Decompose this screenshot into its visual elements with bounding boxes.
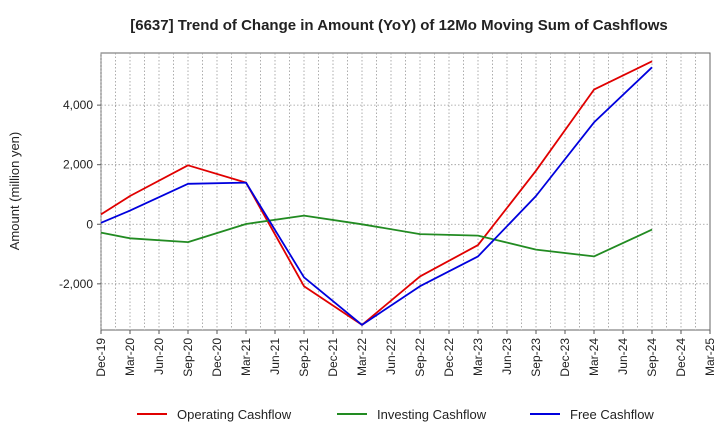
x-tick-label: Jun-20 <box>152 338 166 375</box>
y-axis-label: Amount (million yen) <box>7 132 22 251</box>
chart-title: [6637] Trend of Change in Amount (YoY) o… <box>130 17 668 34</box>
x-tick-label: Jun-24 <box>616 338 630 375</box>
series-lines <box>100 60 653 326</box>
x-tick-label: Mar-22 <box>355 338 369 376</box>
x-tick-label: Dec-23 <box>558 338 572 377</box>
legend: Operating Cashflow Investing Cashflow Free… <box>137 407 654 422</box>
x-tick-label: Dec-19 <box>94 338 108 377</box>
x-tick-label: Sep-24 <box>645 338 659 377</box>
legend-label-free-cashflow: Free Cashflow <box>570 407 654 422</box>
x-tick-label: Sep-22 <box>413 338 427 377</box>
x-tick-label: Sep-20 <box>181 338 195 377</box>
x-tick-label: Mar-24 <box>587 338 601 376</box>
series-line-free-cashflow <box>100 66 653 326</box>
x-tick-label: Sep-21 <box>297 338 311 377</box>
x-tick-label: Jun-21 <box>268 338 282 375</box>
x-tick-label: Mar-23 <box>471 338 485 376</box>
series-line-investing-cashflow <box>100 214 653 258</box>
x-tick-label: Jun-23 <box>500 338 514 375</box>
y-tick-label: 0 <box>86 217 93 231</box>
y-axis-ticks: -2,000 0 2,000 4,000 <box>59 98 101 291</box>
y-tick-label: -2,000 <box>59 277 93 291</box>
y-tick-label: 2,000 <box>63 158 93 172</box>
x-tick-label: Dec-20 <box>210 338 224 377</box>
x-tick-label: Dec-21 <box>326 338 340 377</box>
x-tick-label: Mar-20 <box>123 338 137 376</box>
legend-label-investing-cashflow: Investing Cashflow <box>377 407 487 422</box>
x-tick-label: Sep-23 <box>529 338 543 377</box>
x-tick-label: Dec-22 <box>442 338 456 377</box>
legend-label-operating-cashflow: Operating Cashflow <box>177 407 292 422</box>
x-tick-label: Jun-22 <box>384 338 398 375</box>
y-tick-label: 4,000 <box>63 98 93 112</box>
x-tick-label: Mar-21 <box>239 338 253 376</box>
x-tick-label: Mar-25 <box>703 338 717 376</box>
x-axis-ticks: Dec-19 Mar-20 Jun-20 Sep-20 Dec-20 Mar-21 Jun-… <box>94 330 717 377</box>
grid <box>100 53 710 330</box>
x-tick-label: Dec-24 <box>674 338 688 377</box>
